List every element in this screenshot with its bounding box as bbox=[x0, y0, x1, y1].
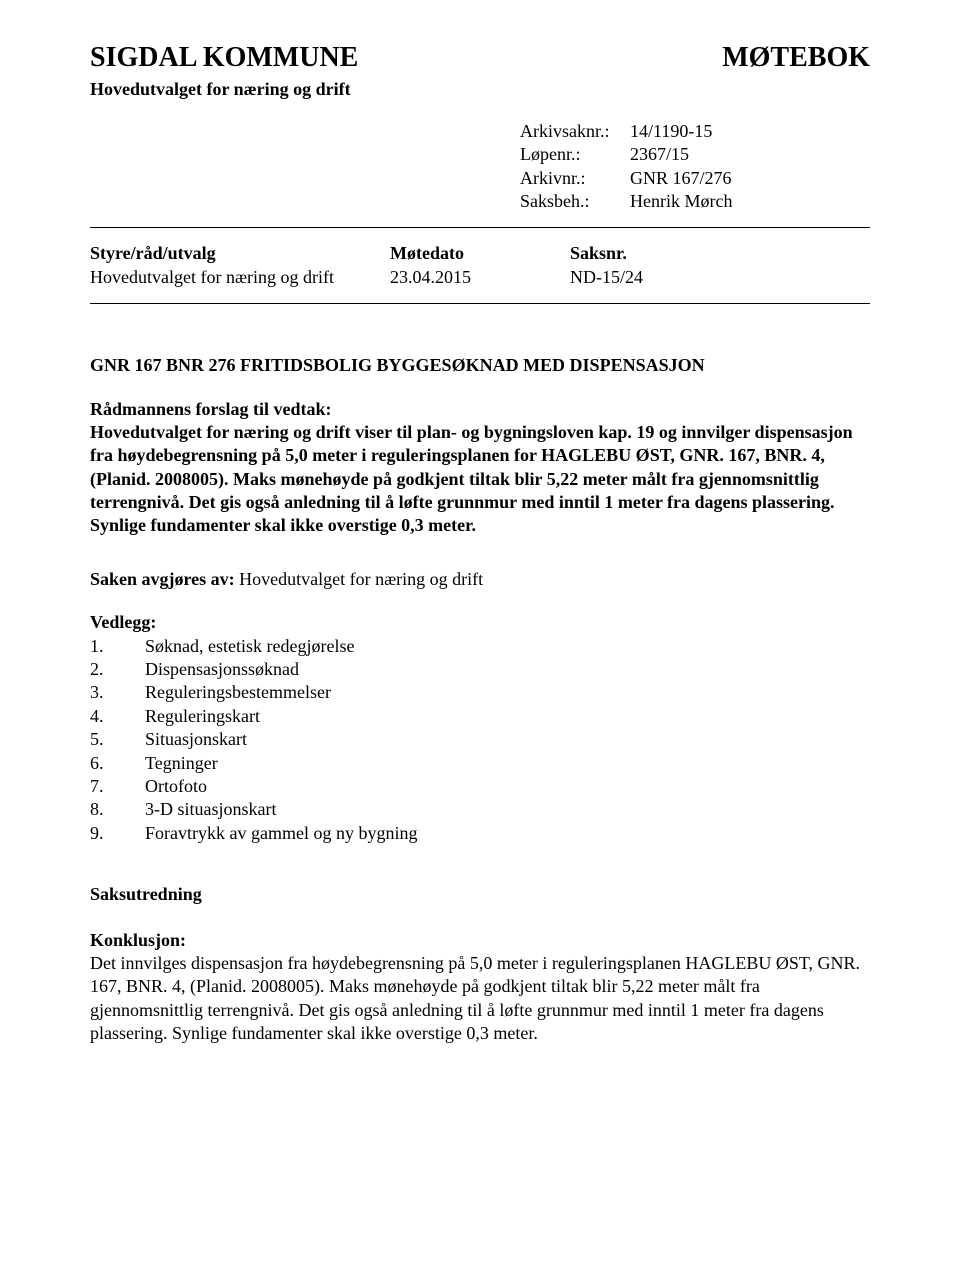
meta-row-arkivnr: Arkivnr.: GNR 167/276 bbox=[520, 167, 870, 190]
meta-row-saksbeh: Saksbeh.: Henrik Mørch bbox=[520, 190, 870, 213]
header-left: SIGDAL KOMMUNE Hovedutvalget for næring … bbox=[90, 40, 358, 102]
proposal-label: Rådmannens forslag til vedtak: bbox=[90, 398, 870, 421]
meta-value-arkivnr: GNR 167/276 bbox=[630, 167, 870, 190]
vedlegg-num: 5. bbox=[90, 728, 145, 751]
vedlegg-block: Vedlegg: 1. Søknad, estetisk redegjørels… bbox=[90, 611, 870, 845]
table-header-col2: Møtedato bbox=[390, 242, 570, 265]
vedlegg-item: 9. Foravtrykk av gammel og ny bygning bbox=[90, 822, 870, 845]
vedlegg-item: 5. Situasjonskart bbox=[90, 728, 870, 751]
table-header-row: Styre/råd/utvalg Møtedato Saksnr. bbox=[90, 242, 870, 265]
vedlegg-num: 9. bbox=[90, 822, 145, 845]
meta-value-arkivsaknr: 14/1190-15 bbox=[630, 120, 870, 143]
vedlegg-item: 7. Ortofoto bbox=[90, 775, 870, 798]
decided-by-block: Saken avgjøres av: Hovedutvalget for nær… bbox=[90, 568, 870, 591]
table-data-row: Hovedutvalget for næring og drift 23.04.… bbox=[90, 266, 870, 289]
divider-top bbox=[90, 227, 870, 228]
decided-by-value: Hovedutvalget for næring og drift bbox=[239, 569, 483, 589]
meta-row-lopenr: Løpenr.: 2367/15 bbox=[520, 143, 870, 166]
meta-label-arkivnr: Arkivnr.: bbox=[520, 167, 630, 190]
vedlegg-text: Reguleringskart bbox=[145, 705, 260, 728]
vedlegg-num: 2. bbox=[90, 658, 145, 681]
vedlegg-item: 3. Reguleringsbestemmelser bbox=[90, 681, 870, 704]
meta-label-saksbeh: Saksbeh.: bbox=[520, 190, 630, 213]
vedlegg-title: Vedlegg: bbox=[90, 611, 870, 634]
vedlegg-text: 3-D situasjonskart bbox=[145, 798, 276, 821]
divider-bottom bbox=[90, 303, 870, 304]
vedlegg-text: Søknad, estetisk redegjørelse bbox=[145, 635, 354, 658]
meta-value-saksbeh: Henrik Mørch bbox=[630, 190, 870, 213]
case-title: GNR 167 BNR 276 FRITIDSBOLIG BYGGESØKNAD… bbox=[90, 354, 870, 377]
vedlegg-text: Reguleringsbestemmelser bbox=[145, 681, 331, 704]
subtitle: Hovedutvalget for næring og drift bbox=[90, 78, 358, 101]
metadata-block: Arkivsaknr.: 14/1190-15 Løpenr.: 2367/15… bbox=[520, 120, 870, 214]
vedlegg-num: 8. bbox=[90, 798, 145, 821]
konklusjon-body: Det innvilges dispensasjon fra høydebegr… bbox=[90, 952, 870, 1046]
konklusjon-label: Konklusjon: bbox=[90, 929, 870, 952]
document-header: SIGDAL KOMMUNE Hovedutvalget for næring … bbox=[90, 40, 870, 102]
proposal-block: Rådmannens forslag til vedtak: Hovedutva… bbox=[90, 398, 870, 538]
meta-value-lopenr: 2367/15 bbox=[630, 143, 870, 166]
vedlegg-item: 1. Søknad, estetisk redegjørelse bbox=[90, 635, 870, 658]
proposal-body: Hovedutvalget for næring og drift viser … bbox=[90, 421, 870, 538]
vedlegg-item: 8. 3-D situasjonskart bbox=[90, 798, 870, 821]
meta-label-lopenr: Løpenr.: bbox=[520, 143, 630, 166]
meta-row-arkivsaknr: Arkivsaknr.: 14/1190-15 bbox=[520, 120, 870, 143]
table-header-col1: Styre/råd/utvalg bbox=[90, 242, 390, 265]
vedlegg-text: Tegninger bbox=[145, 752, 218, 775]
meta-label-arkivsaknr: Arkivsaknr.: bbox=[520, 120, 630, 143]
decided-by-label: Saken avgjøres av: bbox=[90, 569, 239, 589]
vedlegg-item: 6. Tegninger bbox=[90, 752, 870, 775]
vedlegg-num: 6. bbox=[90, 752, 145, 775]
vedlegg-item: 4. Reguleringskart bbox=[90, 705, 870, 728]
vedlegg-num: 1. bbox=[90, 635, 145, 658]
title-left: SIGDAL KOMMUNE bbox=[90, 40, 358, 76]
vedlegg-list: 1. Søknad, estetisk redegjørelse 2. Disp… bbox=[90, 635, 870, 846]
title-right: MØTEBOK bbox=[722, 40, 870, 76]
vedlegg-text: Situasjonskart bbox=[145, 728, 247, 751]
table-data-col3: ND-15/24 bbox=[570, 266, 870, 289]
table-data-col2: 23.04.2015 bbox=[390, 266, 570, 289]
vedlegg-item: 2. Dispensasjonssøknad bbox=[90, 658, 870, 681]
table-header-col3: Saksnr. bbox=[570, 242, 870, 265]
vedlegg-num: 3. bbox=[90, 681, 145, 704]
vedlegg-text: Dispensasjonssøknad bbox=[145, 658, 299, 681]
vedlegg-num: 4. bbox=[90, 705, 145, 728]
vedlegg-text: Foravtrykk av gammel og ny bygning bbox=[145, 822, 417, 845]
vedlegg-text: Ortofoto bbox=[145, 775, 207, 798]
vedlegg-num: 7. bbox=[90, 775, 145, 798]
table-data-col1: Hovedutvalget for næring og drift bbox=[90, 266, 390, 289]
saksutredning-heading: Saksutredning bbox=[90, 883, 870, 906]
